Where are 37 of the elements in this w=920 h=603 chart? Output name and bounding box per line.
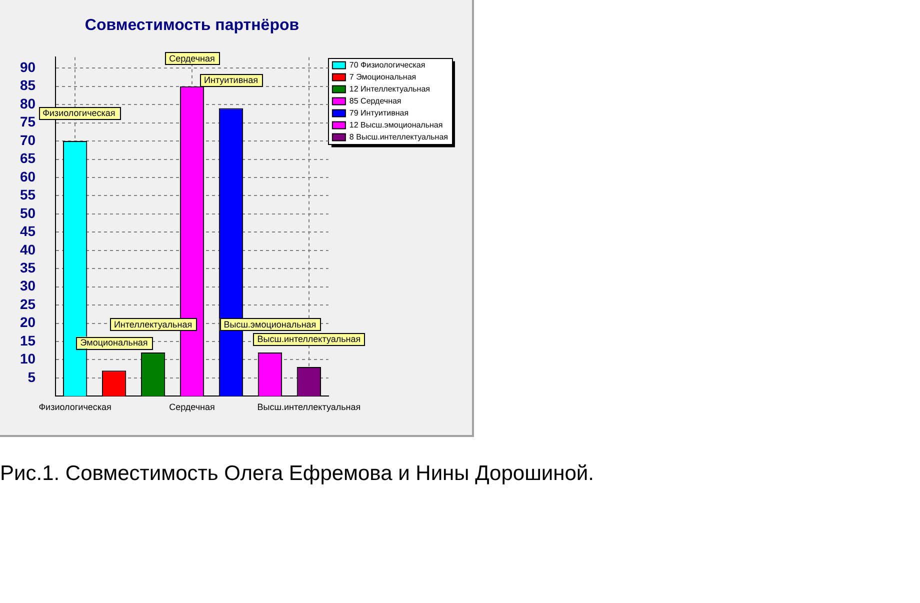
- legend-label: 7 Эмоциональная: [349, 72, 416, 82]
- y-tick-label: 25: [20, 296, 36, 312]
- legend-label: 70 Физиологическая: [349, 60, 426, 70]
- y-tick-label: 70: [20, 132, 36, 148]
- data-label: Эмоциональная: [80, 338, 148, 348]
- legend-label: 79 Интуитивная: [349, 108, 409, 118]
- data-label: Физиологическая: [42, 108, 116, 118]
- y-tick-label: 90: [20, 58, 36, 75]
- y-tick-label: 85: [20, 77, 36, 94]
- data-label: Интуитивная: [204, 75, 258, 86]
- legend-label: 12 Интеллектуальная: [349, 84, 430, 94]
- y-tick-label: 20: [20, 314, 36, 330]
- data-label: Сердечная: [169, 53, 216, 64]
- y-tick-label: 75: [20, 114, 36, 130]
- legend-label: 12 Высш.эмоциональная: [349, 120, 443, 130]
- data-label: Высш.интеллектуальная: [257, 334, 361, 344]
- y-tick-label: 55: [20, 186, 36, 203]
- x-tick-label: Высш.интеллектуальная: [257, 402, 361, 412]
- y-tick-label: 10: [20, 350, 36, 367]
- legend-label: 8 Высш.интеллектуальная: [349, 132, 448, 142]
- y-tick-label: 5: [28, 368, 36, 385]
- y-tick-label: 80: [20, 95, 36, 112]
- y-tick-label: 35: [20, 259, 36, 276]
- legend-label: 85 Сердечная: [349, 96, 402, 106]
- y-tick-label: 50: [20, 204, 36, 221]
- x-tick-label: Физиологическая: [38, 402, 112, 412]
- y-tick-label: 40: [20, 241, 36, 258]
- y-tick-label: 60: [20, 168, 36, 184]
- text: Рис.1. Совместимость Олега Ефремова и Нины Дорошиной.: [0, 461, 595, 487]
- data-label: Высш.эмоциональная: [224, 319, 316, 330]
- y-tick-label: 30: [20, 278, 36, 294]
- chart-title: Совместимость партнёров: [84, 17, 300, 34]
- y-tick-label: 45: [20, 223, 36, 240]
- data-label: Интеллектуальная: [114, 319, 192, 330]
- x-tick-label: Сердечная: [169, 402, 216, 412]
- y-tick-label: 65: [20, 150, 36, 166]
- y-tick-label: 15: [20, 332, 36, 348]
